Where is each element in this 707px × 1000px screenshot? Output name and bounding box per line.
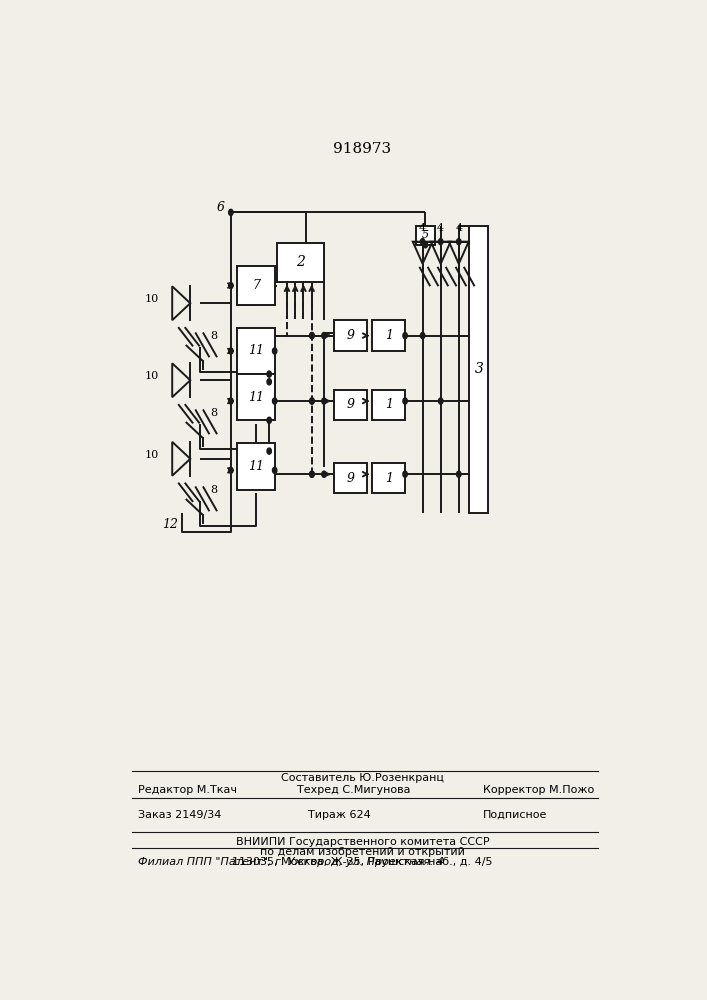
Bar [238, 266, 275, 305]
Text: Филиал ППП "Патент", г. Ужгород, ул. Проектная. 4: Филиал ППП "Патент", г. Ужгород, ул. Про… [138, 857, 444, 867]
Text: 113035, Москва, Ж-35, Раушская наб., д. 4/5: 113035, Москва, Ж-35, Раушская наб., д. … [232, 857, 493, 867]
Bar [277, 243, 324, 282]
Circle shape [310, 471, 314, 477]
Circle shape [267, 371, 271, 377]
Circle shape [272, 467, 277, 473]
Text: 4: 4 [437, 223, 444, 233]
Circle shape [267, 417, 271, 423]
Text: ВНИИПИ Государственного комитета СССР: ВНИИПИ Государственного комитета СССР [235, 837, 489, 847]
Circle shape [403, 333, 407, 339]
Circle shape [228, 398, 233, 404]
Text: 12: 12 [163, 518, 179, 531]
Text: 1: 1 [385, 472, 392, 485]
Circle shape [438, 239, 443, 245]
Circle shape [272, 348, 277, 354]
Text: 11: 11 [248, 391, 264, 404]
Bar [469, 226, 489, 513]
Text: 10: 10 [144, 371, 158, 381]
Bar [238, 328, 275, 374]
Circle shape [267, 448, 271, 454]
Text: 1: 1 [385, 329, 392, 342]
Bar [416, 226, 435, 245]
Text: 8: 8 [210, 485, 217, 495]
Circle shape [322, 333, 326, 339]
Bar [372, 463, 405, 493]
Circle shape [310, 333, 314, 339]
Text: Заказ 2149/34: Заказ 2149/34 [138, 810, 221, 820]
Bar [238, 443, 275, 490]
Text: 10: 10 [144, 450, 158, 460]
Text: 6: 6 [216, 201, 224, 214]
Text: 11: 11 [248, 344, 264, 358]
Circle shape [310, 398, 314, 404]
Text: Техред С.Мигунова: Техред С.Мигунова [297, 785, 410, 795]
Text: Тираж 624: Тираж 624 [308, 810, 370, 820]
Bar [372, 389, 405, 420]
Text: Подписное: Подписное [483, 810, 547, 820]
Bar [372, 320, 405, 351]
Circle shape [272, 398, 277, 404]
Text: Редактор М.Ткач: Редактор М.Ткач [138, 785, 237, 795]
Text: 9: 9 [346, 398, 354, 411]
Text: 9: 9 [346, 472, 354, 485]
Text: 4: 4 [419, 223, 426, 233]
Circle shape [322, 471, 326, 477]
Text: 918973: 918973 [333, 142, 392, 156]
Bar [334, 463, 367, 493]
Circle shape [423, 242, 428, 248]
Text: по делам изобретений и открытий: по делам изобретений и открытий [260, 847, 464, 857]
Circle shape [310, 398, 314, 404]
Text: 3: 3 [474, 362, 483, 376]
Circle shape [403, 471, 407, 477]
Text: Составитель Ю.Розенкранц: Составитель Ю.Розенкранц [281, 773, 444, 783]
Circle shape [310, 333, 314, 339]
Bar [334, 320, 367, 351]
Circle shape [438, 398, 443, 404]
Text: 7: 7 [252, 279, 260, 292]
Text: 11: 11 [248, 460, 264, 473]
Text: 9: 9 [346, 329, 354, 342]
Circle shape [457, 239, 461, 245]
Text: 10: 10 [144, 294, 158, 304]
Circle shape [228, 282, 233, 289]
Circle shape [457, 471, 461, 477]
Circle shape [267, 379, 271, 385]
Circle shape [322, 398, 326, 404]
Bar [238, 374, 275, 420]
Circle shape [228, 348, 233, 354]
Text: 4: 4 [455, 223, 462, 233]
Text: 5: 5 [422, 231, 429, 240]
Text: 1: 1 [385, 398, 392, 411]
Text: 8: 8 [210, 331, 217, 341]
Circle shape [228, 209, 233, 215]
Circle shape [403, 398, 407, 404]
Circle shape [421, 239, 425, 245]
Circle shape [421, 333, 425, 339]
Circle shape [310, 471, 314, 477]
Text: 2: 2 [296, 255, 305, 269]
Circle shape [228, 467, 233, 473]
Text: Корректор М.Пожо: Корректор М.Пожо [483, 785, 594, 795]
Bar [334, 389, 367, 420]
Text: 8: 8 [210, 408, 217, 418]
